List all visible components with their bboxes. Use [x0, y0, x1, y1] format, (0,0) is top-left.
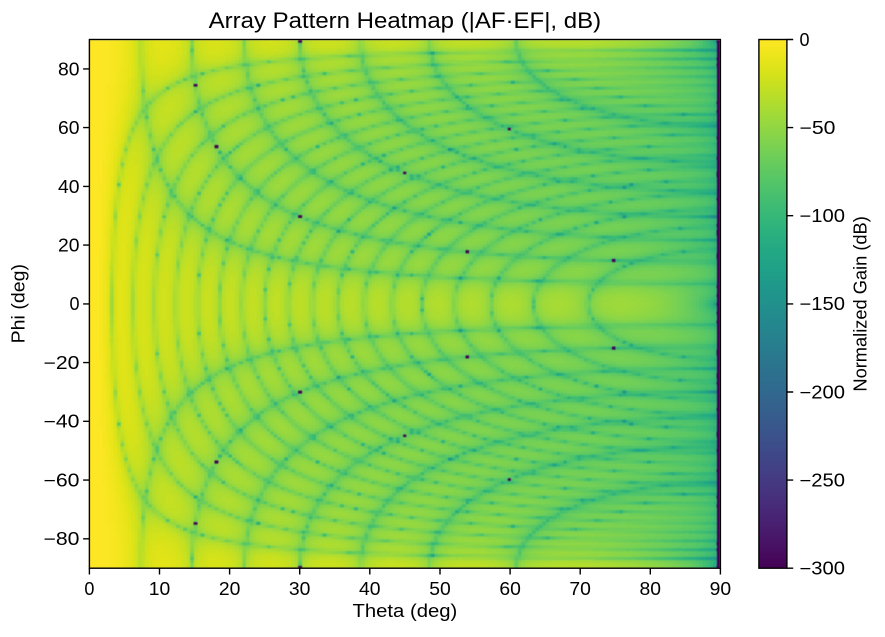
svg-text:−50: −50 — [800, 118, 836, 138]
svg-text:Array Pattern Heatmap (|AF·EF|: Array Pattern Heatmap (|AF·EF|, dB) — [209, 8, 601, 33]
svg-text:0: 0 — [800, 30, 810, 50]
svg-text:−20: −20 — [44, 353, 80, 373]
svg-text:0: 0 — [84, 579, 94, 599]
svg-text:90: 90 — [710, 579, 732, 599]
svg-text:30: 30 — [289, 579, 311, 599]
svg-text:20: 20 — [219, 579, 241, 599]
svg-text:−60: −60 — [44, 471, 80, 491]
svg-text:10: 10 — [149, 579, 171, 599]
svg-text:−250: −250 — [800, 471, 846, 491]
svg-text:50: 50 — [429, 579, 451, 599]
svg-text:20: 20 — [58, 236, 80, 256]
svg-text:60: 60 — [58, 118, 80, 138]
svg-text:Phi (deg): Phi (deg) — [9, 264, 29, 343]
svg-text:−150: −150 — [800, 294, 846, 314]
svg-text:Normalized Gain (dB): Normalized Gain (dB) — [851, 216, 871, 391]
svg-text:60: 60 — [499, 579, 521, 599]
svg-text:40: 40 — [359, 579, 381, 599]
svg-text:−100: −100 — [800, 206, 846, 226]
svg-text:−200: −200 — [800, 382, 846, 402]
svg-text:80: 80 — [640, 579, 662, 599]
svg-text:−40: −40 — [44, 412, 80, 432]
svg-text:70: 70 — [569, 579, 591, 599]
svg-text:40: 40 — [58, 177, 80, 197]
svg-text:80: 80 — [58, 59, 80, 79]
svg-text:−80: −80 — [44, 529, 80, 549]
svg-text:Theta (deg): Theta (deg) — [353, 601, 458, 621]
svg-text:0: 0 — [69, 294, 79, 314]
svg-text:−300: −300 — [800, 559, 846, 579]
